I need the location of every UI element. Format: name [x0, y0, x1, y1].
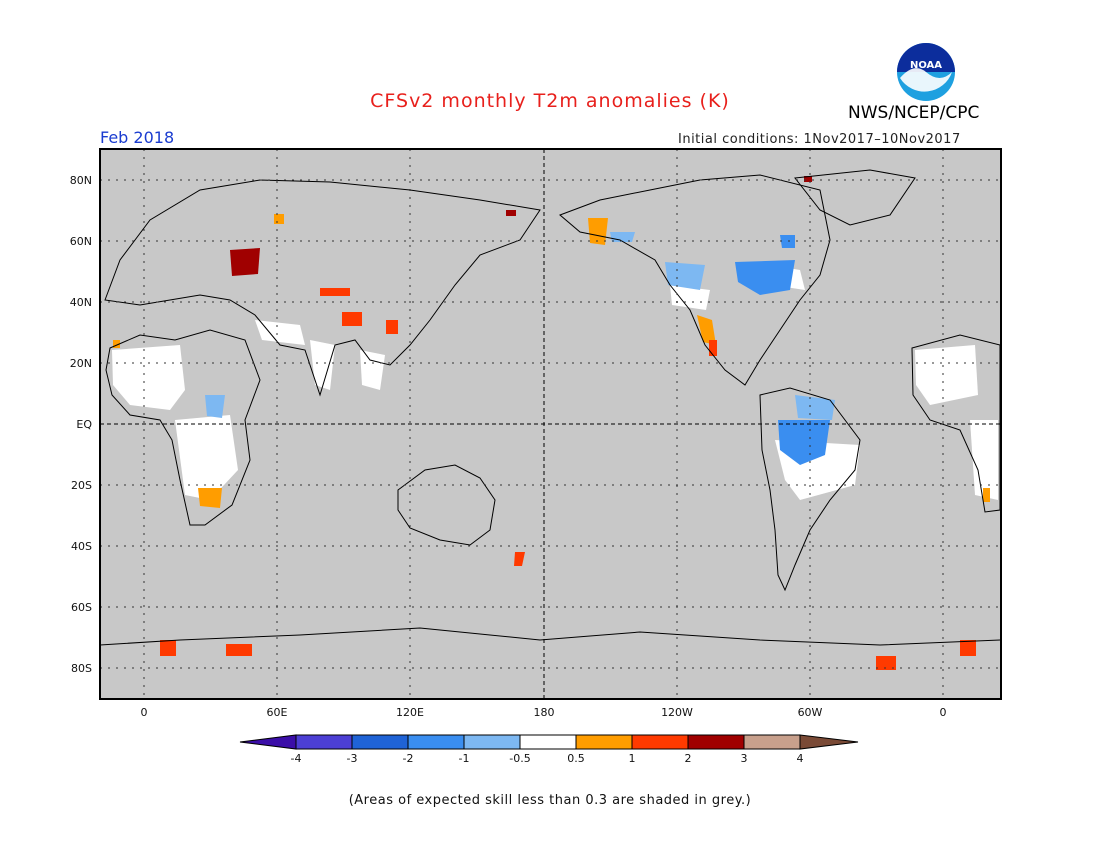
lon-label-120w: 120W — [661, 706, 693, 719]
lat-label-60s: 60S — [71, 601, 92, 614]
region-quebec — [780, 235, 795, 248]
region-mexico — [697, 315, 716, 345]
region-east-africa — [205, 395, 225, 418]
lon-label-0-right: 0 — [939, 706, 947, 719]
forecast-period: Feb 2018 — [100, 128, 175, 147]
coast-africa-right — [911, 334, 1001, 513]
skill-footnote: (Areas of expected skill less than 0.3 a… — [348, 793, 752, 808]
region-brazil — [795, 395, 835, 420]
colorbar-swatch-2 — [351, 734, 409, 750]
map-title: CFSv2 monthly T2m anomalies (K) — [370, 90, 730, 112]
coast-australia — [397, 464, 496, 546]
coast-africa — [105, 329, 261, 526]
region-western-north-america — [665, 262, 705, 290]
lon-label-120e: 120E — [396, 706, 424, 719]
colorbar-label-m4: -4 — [290, 752, 302, 765]
coast-north-america — [559, 174, 831, 386]
region-west-africa-right — [915, 345, 978, 405]
region-amazon — [778, 420, 830, 465]
colorbar-swatch-3 — [407, 734, 465, 750]
region-new-zealand — [514, 552, 525, 566]
colorbar-label-m1: -1 — [458, 752, 470, 765]
region-southern-africa-right — [983, 488, 990, 502]
lat-label-40n: 40N — [69, 296, 92, 309]
region-arabia — [255, 320, 305, 345]
lat-label-40s: 40S — [71, 540, 92, 553]
moderate-warm-regions — [160, 288, 976, 670]
region-antarctica-1 — [160, 640, 176, 656]
reference-lines — [100, 149, 1001, 699]
region-usa — [670, 285, 710, 310]
colorbar-swatch-1 — [295, 734, 353, 750]
noaa-logo-text: NOAA — [910, 60, 942, 71]
colorbar-label-p4: 4 — [796, 752, 804, 765]
lat-label-60n: 60N — [69, 235, 92, 248]
noaa-logo: NOAA — [896, 42, 956, 106]
near-normal-regions — [112, 265, 998, 500]
colorbar-label-p3: 3 — [740, 752, 748, 765]
region-central-africa — [175, 415, 238, 500]
region-southern-africa — [198, 488, 222, 508]
colorbar-swatch-6 — [575, 734, 633, 750]
lon-label-60e: 60E — [266, 706, 288, 719]
colorbar-label-m05: -0.5 — [509, 752, 531, 765]
initial-conditions: Initial conditions: 1Nov2017–10Nov2017 — [678, 132, 961, 147]
coast-south-america — [759, 387, 861, 592]
colorbar-swatch-7 — [631, 734, 689, 750]
weak-cold-regions — [205, 232, 835, 420]
region-india — [310, 340, 335, 390]
lon-label-60w: 60W — [797, 706, 823, 719]
region-antarctica-4 — [960, 640, 976, 656]
lat-label-20n: 20N — [69, 357, 92, 370]
coast-eurasia — [104, 179, 541, 397]
region-se-asia — [360, 350, 385, 390]
region-central-asia-2 — [342, 312, 362, 326]
region-north-africa — [112, 345, 185, 410]
colorbar-swatch-4 — [463, 734, 521, 750]
colorbar-arrow-high — [799, 734, 859, 750]
region-antarctica-2 — [226, 644, 252, 656]
colorbar-label-m3: -3 — [346, 752, 358, 765]
region-central-asia-1 — [320, 288, 350, 296]
colorbar-arrow-low — [239, 734, 297, 750]
coast-antarctica — [99, 627, 1001, 646]
lon-label-0: 0 — [140, 706, 148, 719]
lat-label-eq: EQ — [76, 418, 92, 431]
colorbar-label-p1: 1 — [628, 752, 636, 765]
colorbar-label-p05: 0.5 — [567, 752, 585, 765]
lat-label-20s: 20S — [71, 479, 92, 492]
colorbar-label-m2: -2 — [402, 752, 414, 765]
colorbar-swatch-5 — [519, 734, 577, 750]
lat-label-80s: 80S — [71, 662, 92, 675]
region-antarctica-3 — [876, 656, 896, 670]
organization-label: NWS/NCEP/CPC — [848, 103, 980, 123]
region-se-africa-right — [970, 420, 998, 500]
region-alaska — [588, 218, 608, 245]
coast-greenland — [794, 169, 916, 226]
region-western-russia — [230, 248, 260, 276]
map-frame — [99, 148, 1002, 700]
coastlines — [99, 169, 1001, 646]
region-siberia-east — [506, 210, 516, 216]
lon-label-180: 180 — [533, 706, 555, 719]
colorbar-swatch-9 — [743, 734, 801, 750]
region-china — [386, 320, 398, 334]
moderate-cold-regions — [735, 235, 830, 465]
colorbar-label-p2: 2 — [684, 752, 692, 765]
region-central-canada — [735, 260, 795, 295]
lat-label-80n: 80N — [69, 174, 92, 187]
colorbar-swatch-8 — [687, 734, 745, 750]
